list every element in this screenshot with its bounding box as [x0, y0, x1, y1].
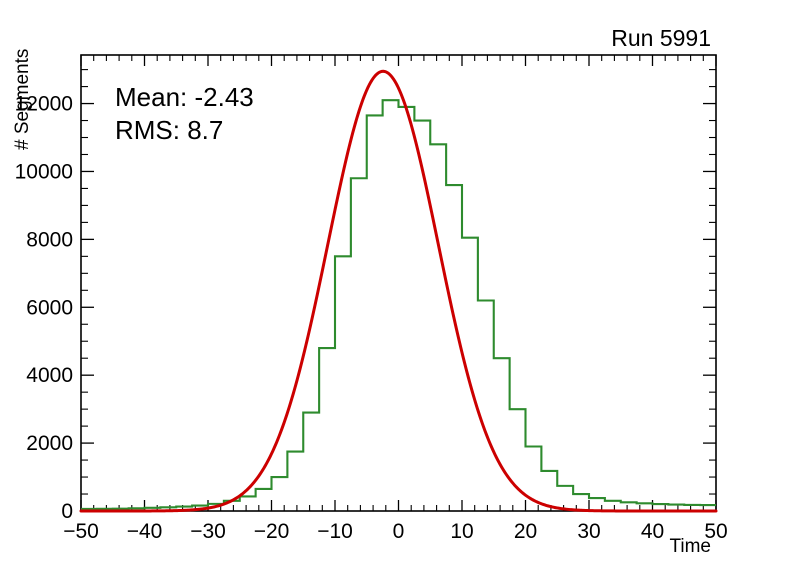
x-axis-title: Time — [669, 536, 711, 557]
y-tick-label: 6000 — [26, 296, 73, 319]
histogram-step-series — [81, 99, 716, 511]
x-tick-label: 20 — [514, 520, 537, 543]
x-tick-label: 40 — [641, 520, 664, 543]
y-tick-label: 8000 — [26, 228, 73, 251]
y-tick-label: 10000 — [15, 160, 73, 183]
x-tick-label: −10 — [317, 520, 353, 543]
x-tick-label: 50 — [704, 520, 727, 543]
x-tick-label: −40 — [127, 520, 163, 543]
run-title: Run 5991 — [611, 25, 711, 51]
y-tick-label: 2000 — [26, 432, 73, 455]
y-axis-title: # Segments — [12, 49, 33, 150]
y-axis-tick-labels: 0 2000 4000 6000 8000 10000 12000 — [15, 93, 73, 523]
x-axis-tick-labels: −50 −40 −30 −20 −10 0 10 20 30 40 50 — [63, 520, 727, 543]
x-tick-label: 30 — [577, 520, 600, 543]
x-tick-label: −50 — [63, 520, 99, 543]
y-tick-label: 4000 — [26, 364, 73, 387]
gaussian-fit-curve — [79, 69, 718, 513]
mean-annotation: Mean: -2.43 — [115, 82, 254, 112]
rms-annotation: RMS: 8.7 — [115, 115, 223, 145]
y-tick-label: 0 — [61, 500, 73, 523]
x-tick-label: −20 — [254, 520, 290, 543]
y-axis-ticks — [81, 69, 716, 512]
x-tick-label: 10 — [450, 520, 473, 543]
x-tick-label: −30 — [190, 520, 226, 543]
y-tick-label: 12000 — [15, 93, 73, 116]
x-tick-label: 0 — [393, 520, 405, 543]
